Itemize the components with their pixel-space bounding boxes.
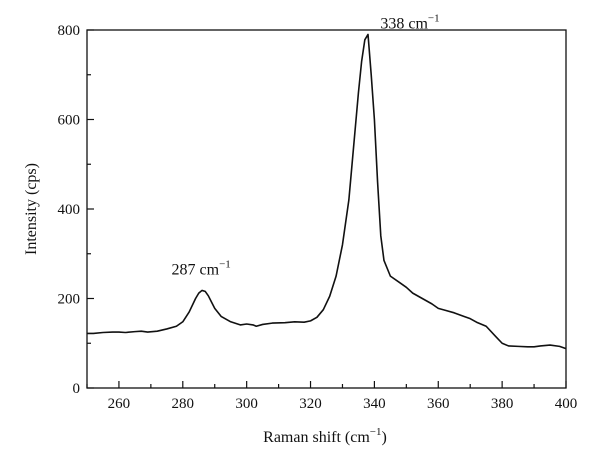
peak-annotation-superscript: −1 — [219, 258, 231, 270]
x-tick-label: 400 — [555, 396, 578, 412]
x-tick-label: 340 — [363, 396, 386, 412]
series-line-0 — [87, 33, 567, 350]
x-axis-title-tail: ) — [382, 429, 387, 446]
axes-layer: 260 280 300 320 340 360 380 400 0 200 400 600 800 287… — [58, 12, 578, 412]
y-axis-title: Intensity (cps) — [23, 163, 40, 255]
x-tick-label: 320 — [299, 396, 322, 412]
peak-annotation-text: 287 cm — [172, 261, 220, 278]
y-tick-label: 600 — [58, 113, 81, 129]
y-tick-label: 200 — [58, 292, 81, 308]
x-tick-label: 360 — [427, 396, 450, 412]
x-tick-label: 260 — [108, 396, 131, 412]
x-tick-label: 280 — [172, 396, 195, 412]
x-axis-title-main: Raman shift (cm — [263, 429, 370, 446]
x-axis-title-superscript: −1 — [370, 426, 382, 438]
peak-annotation: 287 cm−1 — [172, 258, 231, 278]
y-tick-label: 400 — [58, 202, 81, 218]
x-tick-label: 300 — [235, 396, 258, 412]
x-tick-label: 380 — [491, 396, 514, 412]
y-tick-label: 800 — [58, 23, 81, 39]
plot-layer — [87, 33, 567, 350]
peak-annotation-superscript: −1 — [428, 12, 440, 24]
peak-annotation: 338 cm−1 — [380, 12, 439, 32]
peak-annotation-text: 338 cm — [380, 15, 428, 32]
x-axis-title: Raman shift (cm−1) — [263, 426, 387, 446]
y-tick-label: 0 — [73, 381, 81, 397]
